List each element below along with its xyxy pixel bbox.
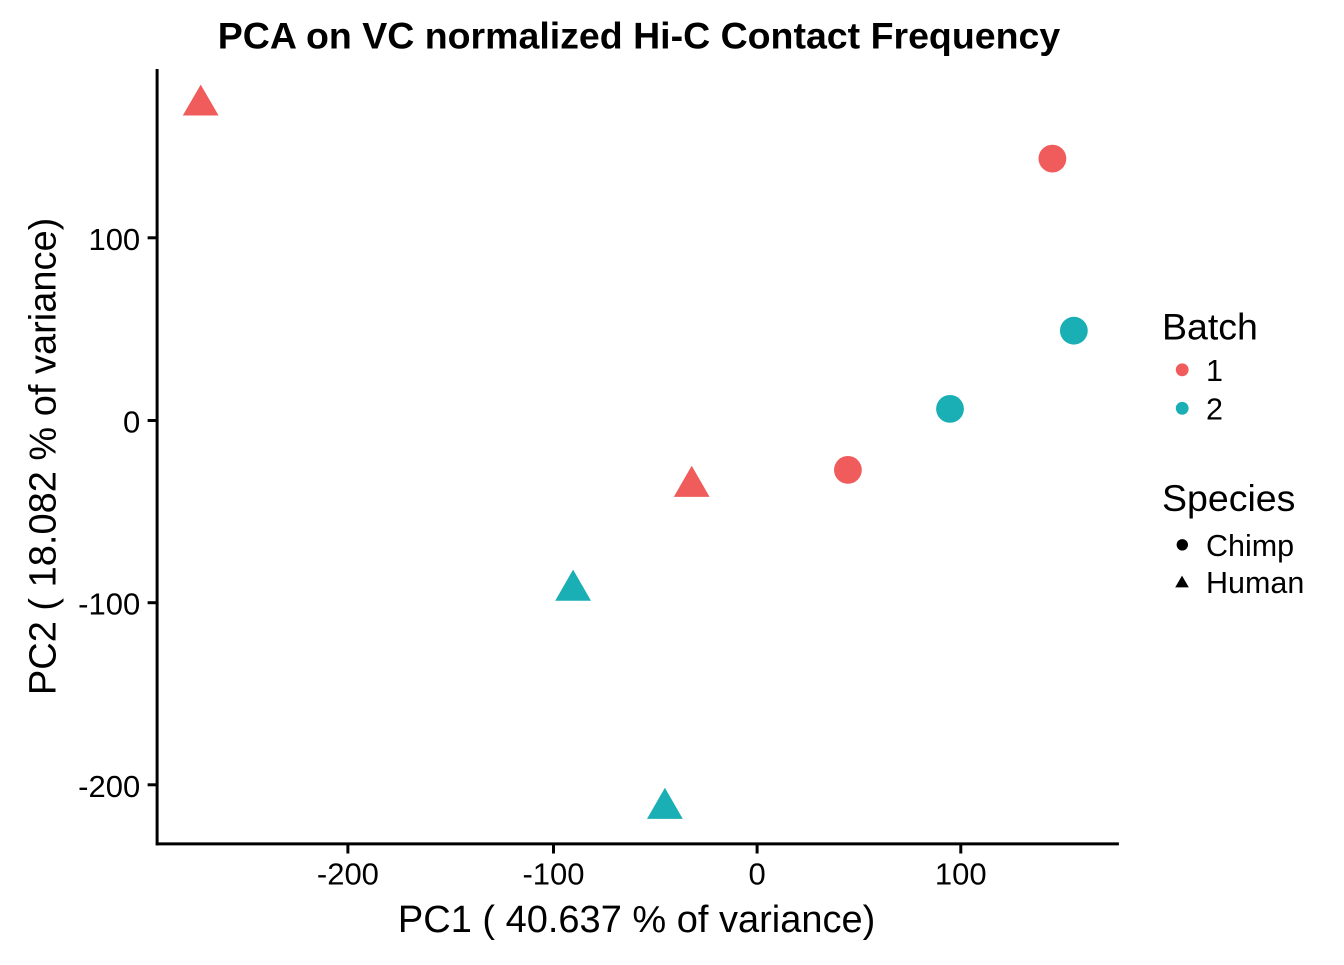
svg-text:1: 1 <box>1206 354 1223 388</box>
svg-text:-100: -100 <box>78 587 140 622</box>
svg-text:PC1 ( 40.637 % of variance): PC1 ( 40.637 % of variance) <box>398 899 875 941</box>
svg-text:0: 0 <box>123 405 140 440</box>
svg-text:Human: Human <box>1206 566 1304 600</box>
svg-text:PCA on VC normalized Hi-C Cont: PCA on VC normalized Hi-C Contact Freque… <box>218 15 1061 57</box>
svg-text:Species: Species <box>1162 477 1295 519</box>
svg-text:Batch: Batch <box>1162 305 1258 347</box>
svg-text:0: 0 <box>748 857 765 892</box>
svg-text:-200: -200 <box>317 857 379 892</box>
svg-text:-100: -100 <box>522 857 584 892</box>
svg-text:-200: -200 <box>78 769 140 804</box>
svg-text:100: 100 <box>88 222 140 257</box>
svg-text:2: 2 <box>1206 393 1223 427</box>
svg-text:100: 100 <box>935 857 987 892</box>
svg-text:Chimp: Chimp <box>1206 529 1294 563</box>
svg-text:PC2 ( 18.082 % of variance): PC2 ( 18.082 % of variance) <box>23 218 65 695</box>
